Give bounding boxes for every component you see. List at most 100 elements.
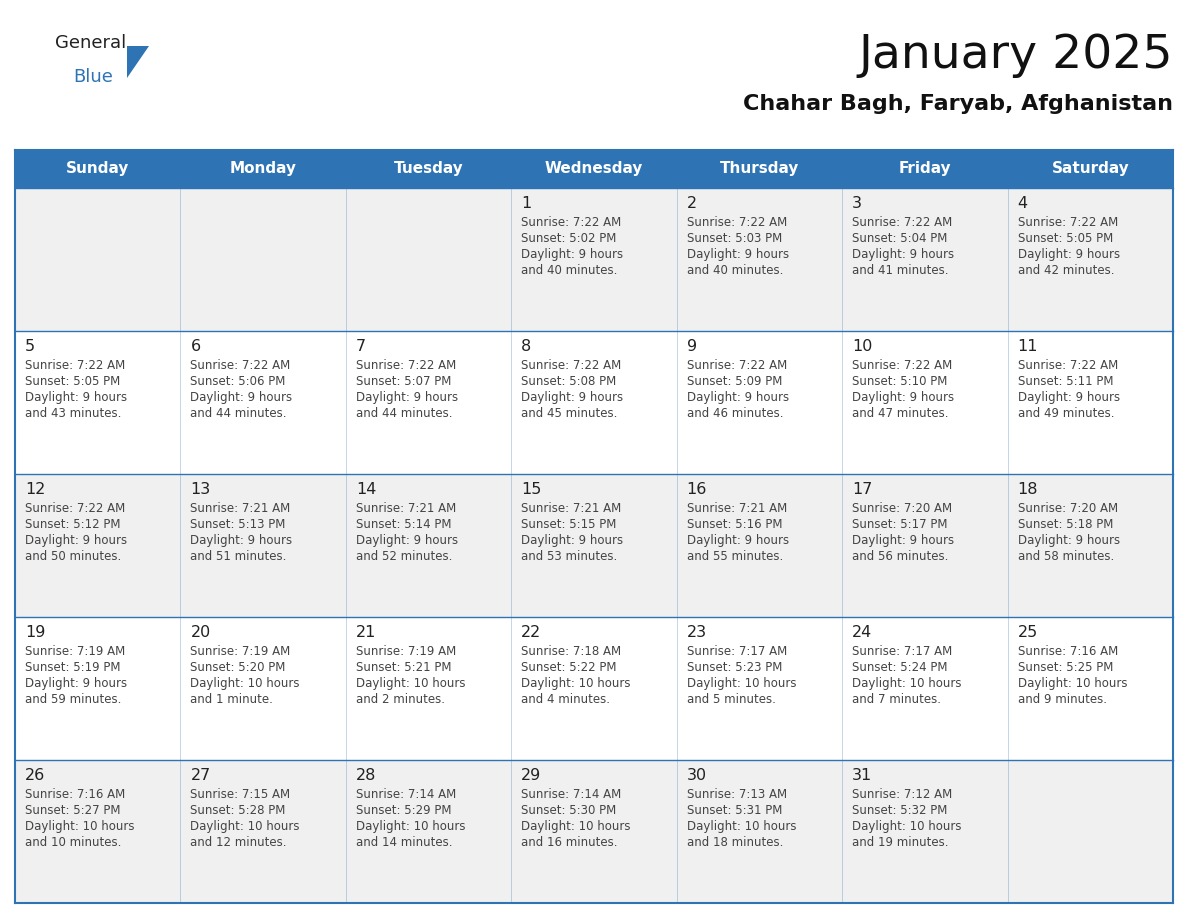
Text: and 50 minutes.: and 50 minutes. bbox=[25, 550, 121, 563]
Text: Daylight: 9 hours: Daylight: 9 hours bbox=[852, 391, 954, 404]
Text: 13: 13 bbox=[190, 482, 210, 497]
Bar bbox=[15, 617, 1173, 760]
Text: Sunrise: 7:18 AM: Sunrise: 7:18 AM bbox=[522, 645, 621, 658]
Text: and 19 minutes.: and 19 minutes. bbox=[852, 836, 949, 849]
Text: 22: 22 bbox=[522, 625, 542, 640]
Text: Daylight: 9 hours: Daylight: 9 hours bbox=[356, 391, 459, 404]
Text: Sunset: 5:04 PM: Sunset: 5:04 PM bbox=[852, 232, 948, 245]
Text: Sunset: 5:07 PM: Sunset: 5:07 PM bbox=[356, 375, 451, 388]
Text: and 4 minutes.: and 4 minutes. bbox=[522, 693, 611, 706]
Text: 21: 21 bbox=[356, 625, 377, 640]
Text: Sunset: 5:05 PM: Sunset: 5:05 PM bbox=[25, 375, 120, 388]
Text: Daylight: 9 hours: Daylight: 9 hours bbox=[25, 534, 127, 547]
Text: 20: 20 bbox=[190, 625, 210, 640]
Text: Sunrise: 7:21 AM: Sunrise: 7:21 AM bbox=[190, 502, 291, 515]
Text: Sunrise: 7:13 AM: Sunrise: 7:13 AM bbox=[687, 788, 786, 801]
Text: 15: 15 bbox=[522, 482, 542, 497]
Text: 19: 19 bbox=[25, 625, 45, 640]
Text: 16: 16 bbox=[687, 482, 707, 497]
Text: 1: 1 bbox=[522, 196, 531, 211]
Text: Sunrise: 7:22 AM: Sunrise: 7:22 AM bbox=[852, 216, 953, 229]
Text: Sunset: 5:11 PM: Sunset: 5:11 PM bbox=[1018, 375, 1113, 388]
Text: Sunrise: 7:21 AM: Sunrise: 7:21 AM bbox=[687, 502, 786, 515]
Text: and 44 minutes.: and 44 minutes. bbox=[190, 407, 287, 420]
Text: 17: 17 bbox=[852, 482, 872, 497]
Text: Sunset: 5:21 PM: Sunset: 5:21 PM bbox=[356, 661, 451, 674]
Text: Sunday: Sunday bbox=[67, 162, 129, 176]
Text: Sunset: 5:06 PM: Sunset: 5:06 PM bbox=[190, 375, 286, 388]
Text: and 12 minutes.: and 12 minutes. bbox=[190, 836, 287, 849]
Text: Sunset: 5:02 PM: Sunset: 5:02 PM bbox=[522, 232, 617, 245]
Text: Daylight: 10 hours: Daylight: 10 hours bbox=[356, 677, 466, 690]
Text: Sunrise: 7:22 AM: Sunrise: 7:22 AM bbox=[1018, 216, 1118, 229]
Text: Sunset: 5:23 PM: Sunset: 5:23 PM bbox=[687, 661, 782, 674]
Bar bbox=[15, 331, 1173, 474]
Text: 18: 18 bbox=[1018, 482, 1038, 497]
Bar bbox=[15, 150, 1173, 188]
Text: 30: 30 bbox=[687, 768, 707, 783]
Text: 6: 6 bbox=[190, 339, 201, 354]
Text: Sunset: 5:17 PM: Sunset: 5:17 PM bbox=[852, 518, 948, 531]
Text: Saturday: Saturday bbox=[1051, 162, 1129, 176]
Text: Sunrise: 7:16 AM: Sunrise: 7:16 AM bbox=[1018, 645, 1118, 658]
Text: Daylight: 10 hours: Daylight: 10 hours bbox=[852, 820, 961, 833]
Text: 26: 26 bbox=[25, 768, 45, 783]
Text: 28: 28 bbox=[356, 768, 377, 783]
Text: Sunrise: 7:14 AM: Sunrise: 7:14 AM bbox=[522, 788, 621, 801]
Text: 3: 3 bbox=[852, 196, 862, 211]
Text: and 40 minutes.: and 40 minutes. bbox=[687, 264, 783, 277]
Text: and 51 minutes.: and 51 minutes. bbox=[190, 550, 286, 563]
Text: Sunset: 5:28 PM: Sunset: 5:28 PM bbox=[190, 804, 286, 817]
Text: and 59 minutes.: and 59 minutes. bbox=[25, 693, 121, 706]
Text: Sunset: 5:08 PM: Sunset: 5:08 PM bbox=[522, 375, 617, 388]
Text: and 10 minutes.: and 10 minutes. bbox=[25, 836, 121, 849]
Text: Sunrise: 7:17 AM: Sunrise: 7:17 AM bbox=[852, 645, 953, 658]
Text: Sunrise: 7:19 AM: Sunrise: 7:19 AM bbox=[25, 645, 125, 658]
Text: Daylight: 9 hours: Daylight: 9 hours bbox=[687, 391, 789, 404]
Text: Chahar Bagh, Faryab, Afghanistan: Chahar Bagh, Faryab, Afghanistan bbox=[742, 94, 1173, 114]
Text: and 44 minutes.: and 44 minutes. bbox=[356, 407, 453, 420]
Text: Sunset: 5:19 PM: Sunset: 5:19 PM bbox=[25, 661, 120, 674]
Text: 10: 10 bbox=[852, 339, 872, 354]
Text: Daylight: 9 hours: Daylight: 9 hours bbox=[25, 677, 127, 690]
Text: 7: 7 bbox=[356, 339, 366, 354]
Text: 4: 4 bbox=[1018, 196, 1028, 211]
Text: and 55 minutes.: and 55 minutes. bbox=[687, 550, 783, 563]
Text: Friday: Friday bbox=[898, 162, 952, 176]
Text: Daylight: 10 hours: Daylight: 10 hours bbox=[190, 820, 299, 833]
Text: Sunset: 5:22 PM: Sunset: 5:22 PM bbox=[522, 661, 617, 674]
Text: Daylight: 10 hours: Daylight: 10 hours bbox=[522, 677, 631, 690]
Text: 12: 12 bbox=[25, 482, 45, 497]
Text: 5: 5 bbox=[25, 339, 36, 354]
Text: Wednesday: Wednesday bbox=[545, 162, 643, 176]
Text: 29: 29 bbox=[522, 768, 542, 783]
Text: and 41 minutes.: and 41 minutes. bbox=[852, 264, 949, 277]
Text: Tuesday: Tuesday bbox=[393, 162, 463, 176]
Text: General: General bbox=[55, 34, 126, 52]
Bar bbox=[15, 188, 1173, 331]
Text: and 7 minutes.: and 7 minutes. bbox=[852, 693, 941, 706]
Text: Sunset: 5:25 PM: Sunset: 5:25 PM bbox=[1018, 661, 1113, 674]
Text: 2: 2 bbox=[687, 196, 697, 211]
Text: and 53 minutes.: and 53 minutes. bbox=[522, 550, 618, 563]
Text: Daylight: 9 hours: Daylight: 9 hours bbox=[522, 248, 624, 261]
Text: Sunset: 5:18 PM: Sunset: 5:18 PM bbox=[1018, 518, 1113, 531]
Text: Daylight: 9 hours: Daylight: 9 hours bbox=[522, 391, 624, 404]
Text: and 58 minutes.: and 58 minutes. bbox=[1018, 550, 1114, 563]
Text: Sunrise: 7:17 AM: Sunrise: 7:17 AM bbox=[687, 645, 786, 658]
Text: and 5 minutes.: and 5 minutes. bbox=[687, 693, 776, 706]
Text: Daylight: 9 hours: Daylight: 9 hours bbox=[687, 534, 789, 547]
Text: Thursday: Thursday bbox=[720, 162, 800, 176]
Text: 8: 8 bbox=[522, 339, 531, 354]
Text: Daylight: 9 hours: Daylight: 9 hours bbox=[522, 534, 624, 547]
Text: Sunrise: 7:16 AM: Sunrise: 7:16 AM bbox=[25, 788, 125, 801]
Text: and 1 minute.: and 1 minute. bbox=[190, 693, 273, 706]
Text: Daylight: 9 hours: Daylight: 9 hours bbox=[190, 534, 292, 547]
Text: Sunset: 5:14 PM: Sunset: 5:14 PM bbox=[356, 518, 451, 531]
Text: Sunset: 5:20 PM: Sunset: 5:20 PM bbox=[190, 661, 286, 674]
Text: 31: 31 bbox=[852, 768, 872, 783]
Text: Daylight: 10 hours: Daylight: 10 hours bbox=[687, 677, 796, 690]
Text: Daylight: 10 hours: Daylight: 10 hours bbox=[522, 820, 631, 833]
Text: and 14 minutes.: and 14 minutes. bbox=[356, 836, 453, 849]
Polygon shape bbox=[127, 46, 148, 78]
